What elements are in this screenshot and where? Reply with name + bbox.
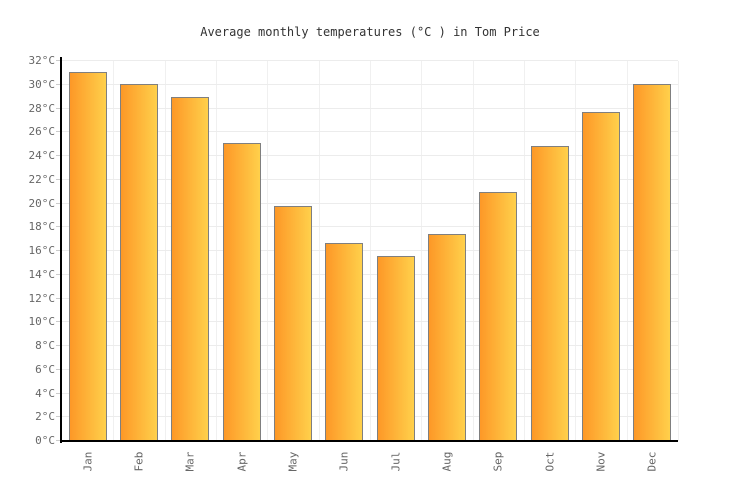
- x-label-jul: Jul: [389, 451, 403, 472]
- h-gridline: [62, 274, 678, 275]
- h-gridline: [62, 250, 678, 251]
- bar-dec[interactable]: [633, 84, 671, 441]
- h-gridline: [62, 60, 678, 61]
- y-axis-label: 8°C: [35, 339, 55, 352]
- h-gridline: [62, 393, 678, 394]
- h-gridline: [62, 84, 678, 85]
- y-axis-tick: [56, 321, 61, 322]
- h-gridline: [62, 416, 678, 417]
- y-axis-label: 24°C: [28, 149, 56, 162]
- v-gridline: [524, 61, 525, 441]
- h-gridline: [62, 321, 678, 322]
- y-axis-label: 22°C: [28, 173, 56, 186]
- x-label-jan: Jan: [81, 451, 95, 472]
- v-gridline: [216, 61, 217, 441]
- bar-aug[interactable]: [428, 234, 466, 441]
- x-label-oct: Oct: [543, 451, 557, 472]
- y-axis-tick: [56, 298, 61, 299]
- h-gridline: [62, 345, 678, 346]
- y-axis-label: 16°C: [28, 244, 56, 257]
- y-axis-tick: [56, 369, 61, 370]
- y-axis-tick: [56, 440, 61, 441]
- bar-nov[interactable]: [582, 112, 620, 441]
- h-gridline: [62, 369, 678, 370]
- x-label-nov: Nov: [594, 451, 608, 472]
- v-gridline: [319, 61, 320, 441]
- y-axis-tick: [56, 250, 61, 251]
- bar-jul[interactable]: [377, 256, 415, 441]
- y-axis-label: 18°C: [28, 220, 56, 233]
- y-axis-tick: [56, 226, 61, 227]
- v-gridline: [370, 61, 371, 441]
- y-axis-tick: [56, 416, 61, 417]
- bar-apr[interactable]: [223, 143, 261, 441]
- y-axis-tick: [56, 60, 61, 61]
- x-label-dec: Dec: [645, 451, 659, 472]
- y-axis-label: 0°C: [35, 434, 55, 447]
- v-gridline: [575, 61, 576, 441]
- x-label-may: May: [286, 451, 300, 472]
- x-label-feb: Feb: [132, 451, 146, 472]
- y-axis-tick: [56, 345, 61, 346]
- y-axis-tick: [56, 155, 61, 156]
- y-axis-line: [60, 57, 62, 443]
- v-gridline: [113, 61, 114, 441]
- h-gridline: [62, 226, 678, 227]
- h-gridline: [62, 203, 678, 204]
- y-axis-label: 28°C: [28, 102, 56, 115]
- bar-sep[interactable]: [479, 192, 517, 441]
- y-axis-tick: [56, 203, 61, 204]
- v-gridline: [165, 61, 166, 441]
- bar-jan[interactable]: [69, 72, 107, 441]
- x-label-jun: Jun: [337, 451, 351, 472]
- v-gridline: [473, 61, 474, 441]
- y-axis-label: 6°C: [35, 363, 55, 376]
- y-axis-label: 26°C: [28, 125, 56, 138]
- x-label-sep: Sep: [491, 451, 505, 472]
- y-axis-tick: [56, 274, 61, 275]
- bar-jun[interactable]: [325, 243, 363, 441]
- h-gridline: [62, 179, 678, 180]
- y-axis-label: 14°C: [28, 268, 56, 281]
- y-axis-label: 12°C: [28, 292, 56, 305]
- y-axis-tick: [56, 84, 61, 85]
- bar-feb[interactable]: [120, 84, 158, 441]
- v-gridline: [421, 61, 422, 441]
- y-axis-label: 32°C: [28, 54, 56, 67]
- v-gridline: [267, 61, 268, 441]
- h-gridline: [62, 298, 678, 299]
- y-axis-label: 10°C: [28, 315, 56, 328]
- h-gridline: [62, 108, 678, 109]
- h-gridline: [62, 155, 678, 156]
- y-axis-tick: [56, 131, 61, 132]
- v-gridline: [678, 61, 679, 441]
- y-axis-label: 30°C: [28, 78, 56, 91]
- y-axis-label: 4°C: [35, 387, 55, 400]
- v-gridline: [627, 61, 628, 441]
- bar-may[interactable]: [274, 206, 312, 441]
- x-axis-line: [60, 440, 678, 442]
- x-label-mar: Mar: [183, 451, 197, 472]
- x-label-apr: Apr: [235, 451, 249, 472]
- y-axis-tick: [56, 393, 61, 394]
- y-axis-label: 2°C: [35, 410, 55, 423]
- y-axis-tick: [56, 179, 61, 180]
- y-axis-tick: [56, 108, 61, 109]
- y-axis-label: 20°C: [28, 197, 56, 210]
- h-gridline: [62, 131, 678, 132]
- chart-title: Average monthly temperatures (°C ) in To…: [200, 25, 540, 39]
- x-label-aug: Aug: [440, 451, 454, 472]
- bar-oct[interactable]: [531, 146, 569, 441]
- bar-mar[interactable]: [171, 97, 209, 441]
